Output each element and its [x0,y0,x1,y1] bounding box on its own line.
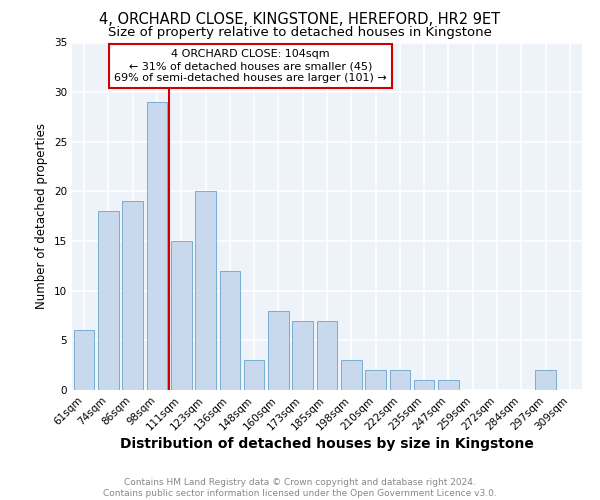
Bar [122,202,143,390]
Bar [341,360,362,390]
Bar [535,370,556,390]
X-axis label: Distribution of detached houses by size in Kingstone: Distribution of detached houses by size … [120,438,534,452]
Bar [414,380,434,390]
Bar [292,320,313,390]
Y-axis label: Number of detached properties: Number of detached properties [35,123,49,309]
Bar [389,370,410,390]
Bar [98,212,119,390]
Text: 4, ORCHARD CLOSE, KINGSTONE, HEREFORD, HR2 9ET: 4, ORCHARD CLOSE, KINGSTONE, HEREFORD, H… [100,12,500,28]
Text: Size of property relative to detached houses in Kingstone: Size of property relative to detached ho… [108,26,492,39]
Text: 4 ORCHARD CLOSE: 104sqm
← 31% of detached houses are smaller (45)
69% of semi-de: 4 ORCHARD CLOSE: 104sqm ← 31% of detache… [114,50,387,82]
Bar [438,380,459,390]
Text: Contains HM Land Registry data © Crown copyright and database right 2024.
Contai: Contains HM Land Registry data © Crown c… [103,478,497,498]
Bar [244,360,265,390]
Bar [268,310,289,390]
Bar [171,241,191,390]
Bar [317,320,337,390]
Bar [195,192,216,390]
Bar [146,102,167,390]
Bar [220,271,240,390]
Bar [74,330,94,390]
Bar [365,370,386,390]
